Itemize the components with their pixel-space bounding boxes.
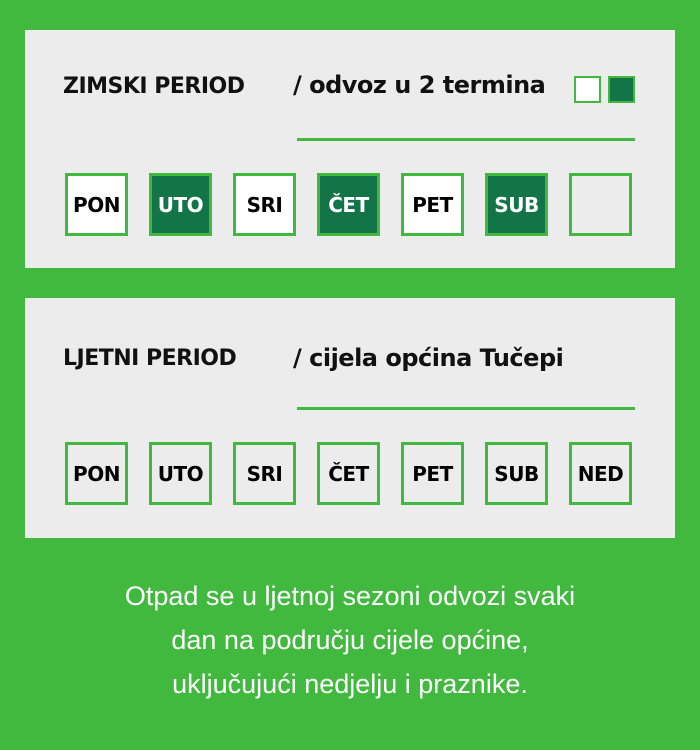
winter-title: ZIMSKI PERIOD	[63, 74, 245, 99]
winter-day-box: PET	[401, 173, 464, 236]
summer-day-box: SUB	[485, 442, 548, 505]
divider	[297, 407, 635, 410]
winter-day-box: PON	[65, 173, 128, 236]
winter-days: PON UTO SRI ČET PET SUB	[65, 173, 632, 236]
summer-panel: LJETNI PERIOD / cijela općina Tučepi PON…	[25, 298, 675, 538]
winter-panel: ZIMSKI PERIOD / odvoz u 2 termina PON UTO…	[25, 30, 675, 268]
footer-line: uključujući nedjelju i praznike.	[172, 669, 528, 699]
summer-day-box: ČET	[317, 442, 380, 505]
summer-day-box: NED	[569, 442, 632, 505]
winter-day-box: SUB	[485, 173, 548, 236]
summer-day-box: SRI	[233, 442, 296, 505]
summer-day-box: UTO	[149, 442, 212, 505]
winter-day-box: ČET	[317, 173, 380, 236]
footer-line: Otpad se u ljetnoj sezoni odvozi svaki	[124, 581, 576, 611]
summer-subtitle: / cijela općina Tučepi	[293, 344, 564, 372]
summer-title: LJETNI PERIOD	[63, 346, 237, 371]
legend-white-box	[574, 76, 601, 103]
winter-day-box: UTO	[149, 173, 212, 236]
summer-day-box: PON	[65, 442, 128, 505]
summer-days: PON UTO SRI ČET PET SUB NED	[65, 442, 632, 505]
footer-note: Otpad se u ljetnoj sezoni odvozi svaki d…	[0, 574, 700, 706]
summer-day-box: PET	[401, 442, 464, 505]
legend-dark-box	[608, 76, 635, 103]
winter-day-box	[569, 173, 632, 236]
winter-subtitle: / odvoz u 2 termina	[293, 71, 546, 99]
divider	[297, 138, 635, 141]
winter-day-box: SRI	[233, 173, 296, 236]
footer-line: dan na području cijele općine,	[171, 625, 529, 655]
